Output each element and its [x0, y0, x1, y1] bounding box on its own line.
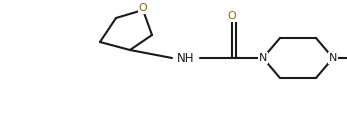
Text: NH: NH — [177, 51, 195, 65]
Text: N: N — [259, 53, 267, 63]
Text: O: O — [228, 11, 236, 21]
Text: O: O — [138, 3, 147, 13]
Text: N: N — [329, 53, 337, 63]
